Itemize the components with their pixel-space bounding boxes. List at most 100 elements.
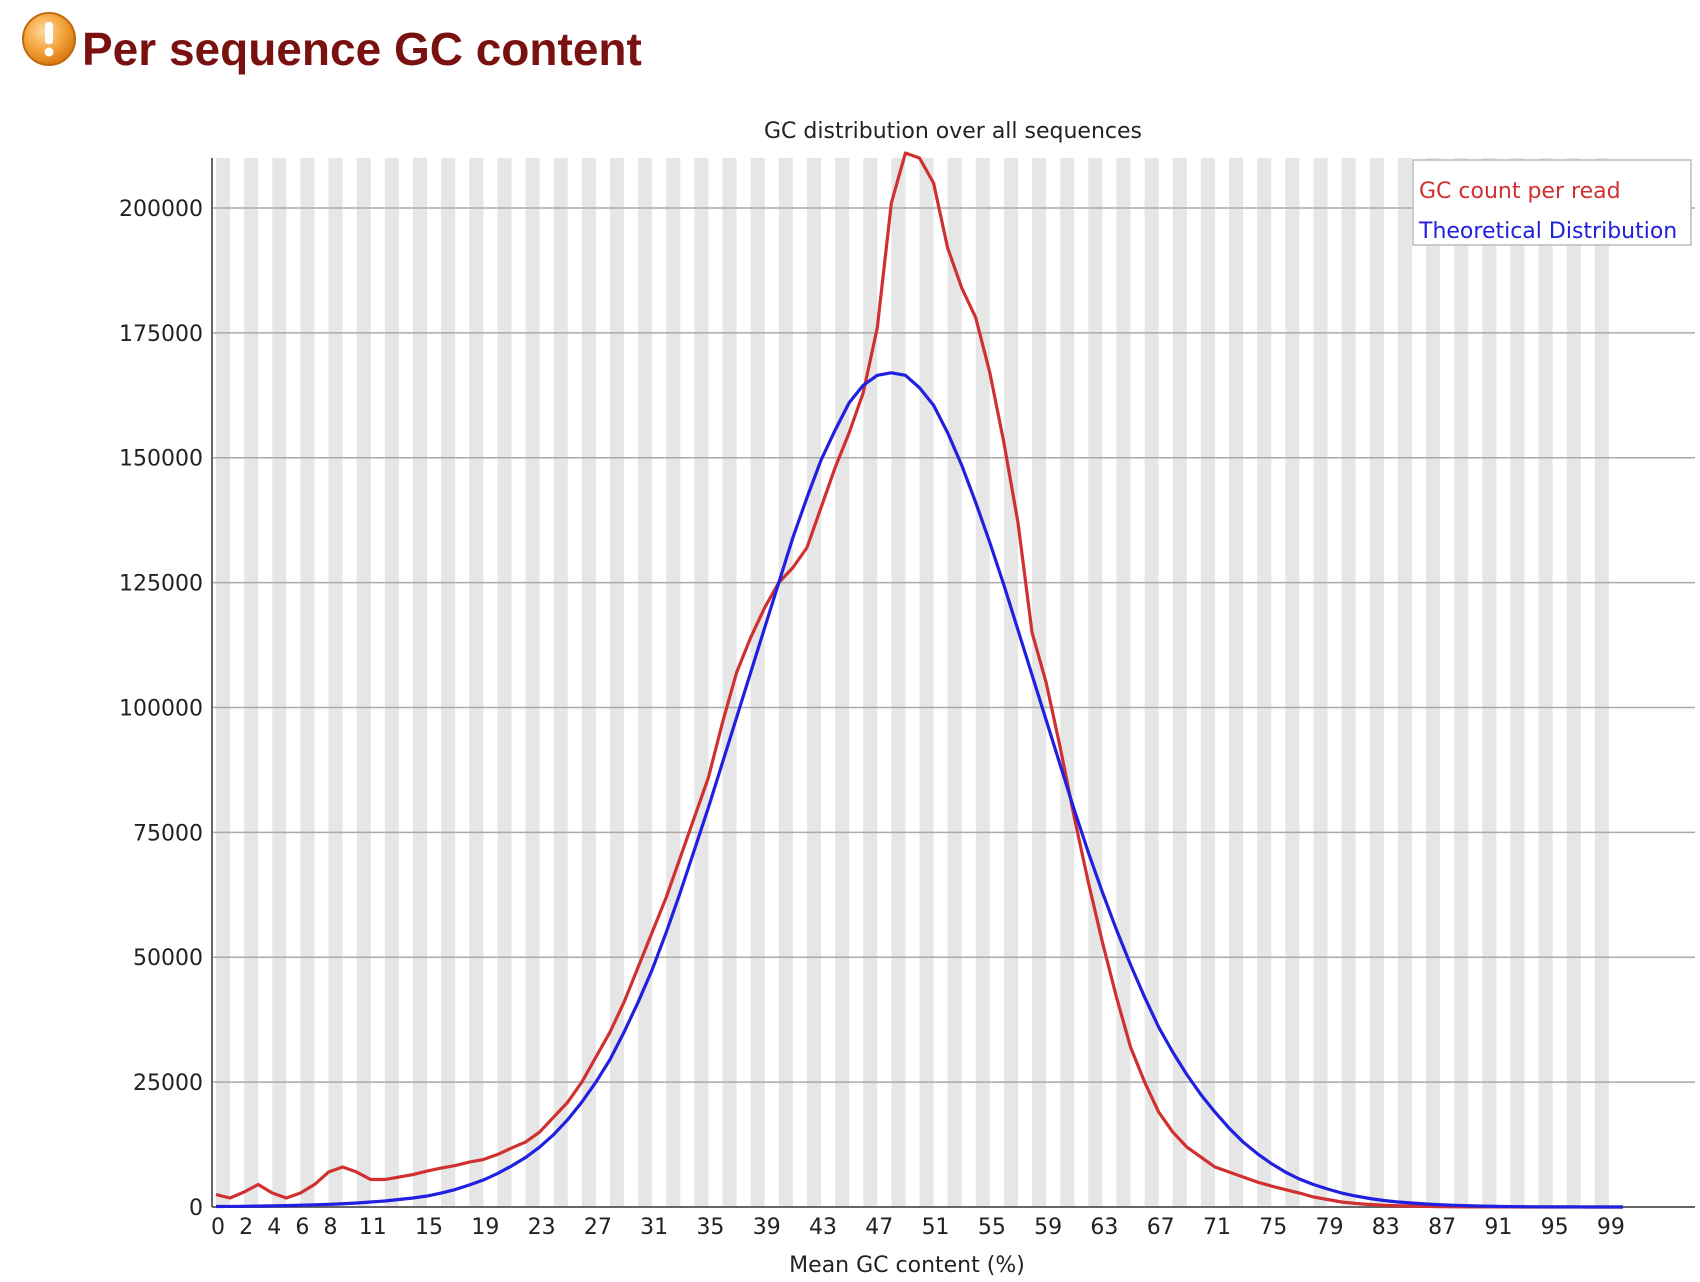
x-tick-label: 35 [696,1215,724,1240]
gc-count-per-read-line [215,151,1623,1209]
stripe [750,158,765,1207]
x-tick-label: 15 [415,1215,443,1240]
y-tick-label: 125000 [119,572,203,597]
stripe [328,158,343,1207]
stripe [609,158,625,1207]
stripe [806,158,822,1207]
stripe [1285,158,1300,1207]
y-tick-label: 200000 [119,197,203,222]
stripe [1313,158,1328,1207]
x-tick-label: 2 [239,1215,253,1240]
x-tick-label: 6 [295,1215,309,1240]
stripe [1060,158,1075,1207]
x-tick-label: 63 [1090,1215,1118,1240]
x-tick-label: 55 [978,1215,1006,1240]
legend: GC count per read Theoretical Distributi… [1412,159,1692,246]
stripe [441,158,456,1207]
legend-entry-theoretical: Theoretical Distribution [1418,219,1677,244]
stripe [1003,158,1018,1207]
stripe [722,158,737,1207]
stripe [1369,158,1384,1207]
x-tick-label: 95 [1541,1215,1569,1240]
x-tick-label: 79 [1316,1215,1344,1240]
theoretical-distribution-line [215,371,1624,1209]
stripe [1397,158,1412,1207]
x-tick-label: 11 [359,1215,387,1240]
stripe [891,158,906,1207]
stripe [1538,158,1553,1207]
stripe [1116,158,1131,1207]
x-tick-label: 67 [1147,1215,1175,1240]
y-tick-label: 50000 [133,946,203,971]
y-tick-label: 100000 [119,696,203,721]
stripe [525,158,540,1207]
stripe [1144,158,1159,1207]
stripe [412,158,428,1207]
stripe [947,158,962,1207]
stripe [1257,158,1272,1207]
stripe [1482,158,1497,1207]
stripe [244,158,259,1207]
y-tick-label: 150000 [119,447,203,472]
stripe [216,158,231,1207]
stripe [1426,158,1441,1207]
stripe [863,158,878,1207]
x-tick-label: 99 [1597,1215,1625,1240]
x-tick-label: 83 [1372,1215,1400,1240]
stripe [638,158,653,1207]
x-tick-label: 8 [324,1215,338,1240]
y-axis-tick-labels: 0 25000 50000 75000 100000 125000 150000 175000… [119,197,203,1221]
page-title: Per sequence GC content [82,23,642,75]
stripe [835,158,850,1207]
series-lines [215,151,1624,1209]
x-axis-label: Mean GC content (%) [789,1253,1025,1278]
y-tick-label: 25000 [133,1071,203,1096]
warning-icon [22,12,76,66]
x-axis-tick-labels: 0 2 4 6 8 11 15 19 23 27 31 35 39 43 47 51 55 59 63 67 71 75 7… [211,1215,1625,1240]
x-tick-label: 51 [922,1215,950,1240]
chart-title: GC distribution over all sequences [764,119,1142,144]
stripe [1594,158,1609,1207]
y-tick-label: 75000 [133,821,203,846]
stripe [694,158,709,1207]
stripe [1510,158,1525,1207]
x-tick-label: 4 [267,1215,281,1240]
stripe [553,158,568,1207]
stripe [1341,158,1356,1207]
x-tick-label: 31 [640,1215,668,1240]
stripe [666,158,681,1207]
stripe [1454,158,1469,1207]
x-tick-label: 59 [1034,1215,1062,1240]
x-tick-label: 75 [1259,1215,1287,1240]
stripe [497,158,512,1207]
x-tick-label: 19 [471,1215,499,1240]
x-tick-label: 39 [753,1215,781,1240]
stripe [975,158,990,1207]
stripe [356,158,371,1207]
x-tick-label: 0 [211,1215,225,1240]
stripe [778,158,793,1207]
horizontal-gridlines [212,207,1695,1083]
y-tick-label: 0 [189,1196,203,1221]
stripe [1566,158,1581,1207]
legend-entry-gc-count: GC count per read [1419,179,1621,204]
stripe [1032,158,1047,1207]
x-tick-label: 43 [809,1215,837,1240]
stripe [272,158,287,1207]
stripe [384,158,399,1207]
plot-background-stripes [216,158,1609,1207]
stripe [581,158,596,1207]
x-tick-label: 23 [528,1215,556,1240]
x-tick-label: 27 [584,1215,612,1240]
y-tick-label: 175000 [119,322,203,347]
x-tick-label: 91 [1484,1215,1512,1240]
stripe [300,158,315,1207]
stripe [1172,158,1187,1207]
x-tick-label: 71 [1203,1215,1231,1240]
x-tick-label: 47 [865,1215,893,1240]
x-tick-label: 87 [1428,1215,1456,1240]
stripe [1229,158,1244,1207]
stripe [469,158,484,1207]
stripe [1088,158,1103,1207]
